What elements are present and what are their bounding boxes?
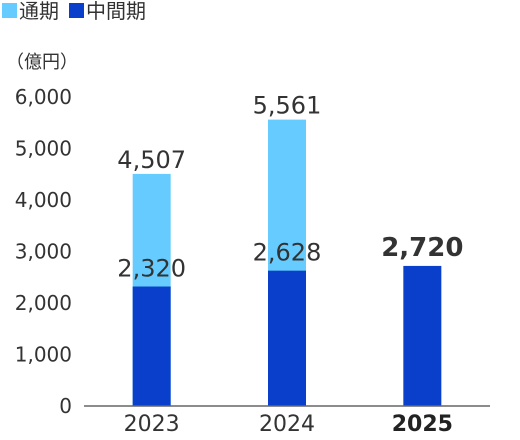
bar-interim-2024 bbox=[268, 270, 306, 406]
data-label-interim-2025: 2,720 bbox=[381, 233, 463, 263]
y-tick-label: 2,000 bbox=[15, 291, 72, 315]
x-tick-label-2024: 2024 bbox=[259, 412, 315, 437]
y-tick-label: 3,000 bbox=[15, 240, 72, 264]
bar-interim-2023 bbox=[132, 286, 171, 406]
y-tick-label: 5,000 bbox=[15, 137, 72, 161]
legend-swatch-0 bbox=[2, 3, 17, 18]
bar-interim-2025 bbox=[403, 265, 442, 406]
legend-label-0: 通期 bbox=[19, 0, 59, 23]
legend-swatch-1 bbox=[69, 3, 84, 18]
x-tick-label-2023: 2023 bbox=[124, 412, 180, 437]
y-tick-label: 6,000 bbox=[15, 85, 72, 109]
x-tick-label-2025: 2025 bbox=[392, 412, 453, 437]
legend-label-1: 中間期 bbox=[86, 0, 146, 23]
y-axis: 0 1,000 2,000 3,000 4,000 5,000 6,000 bbox=[15, 85, 72, 418]
x-axis: 2023 2024 2025 bbox=[124, 412, 453, 437]
y-tick-label: 1,000 bbox=[15, 343, 72, 367]
data-label-interim-2023: 2,320 bbox=[117, 255, 186, 283]
y-tick-label: 0 bbox=[59, 394, 72, 418]
data-label-full-year-2023: 4,507 bbox=[117, 146, 186, 174]
data-labels: 4,507 2,320 5,561 2,628 2,720 bbox=[117, 92, 463, 283]
data-label-full-year-2024: 5,561 bbox=[253, 92, 322, 120]
y-tick-label: 4,000 bbox=[15, 188, 72, 212]
data-label-interim-2024: 2,628 bbox=[253, 239, 322, 267]
y-axis-unit-label: （億円） bbox=[6, 52, 78, 73]
legend: 通期 中間期 bbox=[2, 0, 146, 23]
bars bbox=[132, 119, 442, 407]
